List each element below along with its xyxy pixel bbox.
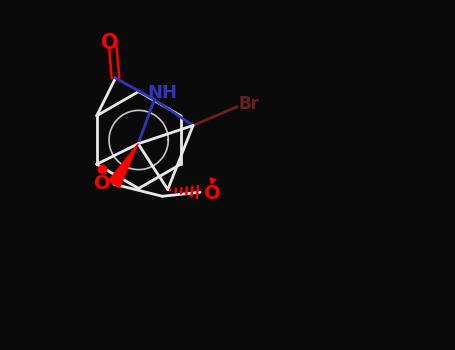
Text: O: O [203, 184, 220, 203]
Text: Br: Br [238, 96, 259, 113]
Text: O: O [94, 174, 111, 192]
Polygon shape [108, 144, 138, 188]
Text: O: O [101, 33, 119, 52]
Text: NH: NH [147, 84, 177, 102]
